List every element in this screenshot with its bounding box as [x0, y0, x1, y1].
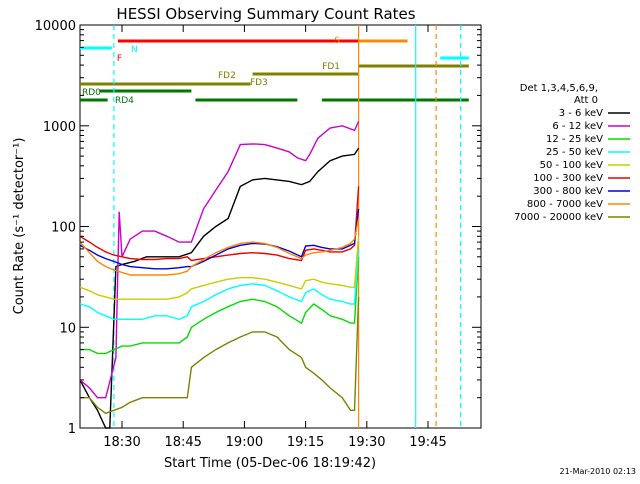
x-axis-label: Start Time (05-Dec-06 18:19:42)	[164, 456, 376, 471]
x-tick-label: 19:45	[409, 435, 446, 450]
legend-label-5: 100 - 300 keV	[533, 173, 603, 184]
flag-label-fd1: FD1	[322, 62, 340, 72]
y-tick-label: 100	[51, 221, 76, 236]
legend-label-2: 12 - 25 keV	[546, 134, 603, 145]
series-line-1	[79, 121, 360, 399]
flag-label-fd2: FD2	[218, 71, 236, 81]
x-tick-label: 19:15	[287, 435, 324, 450]
series-line-0	[79, 147, 360, 429]
legend-label-7: 800 - 7000 keV	[527, 199, 603, 210]
flag-label-s: S	[334, 36, 340, 46]
series-line-4	[79, 236, 360, 300]
series-line-2	[80, 256, 360, 355]
footer-timestamp: 21-Mar-2010 02:13	[560, 467, 637, 476]
legend-label-8: 7000 - 20000 keV	[514, 212, 603, 223]
observing-flags: NF S FD1 FD2 FD3 RD0 RD4	[80, 36, 469, 106]
y-tick-label: 10000	[35, 19, 76, 34]
axis-ticks: 18:30 18:45 19:00 19:15 19:30 19:45 1 10 100 1000…	[35, 19, 481, 450]
y-axis-label: Count Rate (s⁻¹ detector⁻¹)	[12, 138, 27, 315]
flag-label-fd3: FD3	[250, 78, 268, 88]
legend-label-0: 3 - 6 keV	[559, 108, 603, 119]
x-tick-label: 19:30	[348, 435, 385, 450]
legend-label-4: 50 - 100 keV	[540, 160, 604, 171]
legend-title-line: Att 0	[574, 95, 598, 106]
series-line-8	[80, 296, 360, 415]
series-line-5	[79, 186, 360, 262]
series-line-6	[79, 208, 360, 270]
series-line-7	[79, 218, 360, 276]
flag-label-f: F	[117, 54, 122, 64]
x-tick-label: 18:30	[103, 435, 140, 450]
flag-label-rd0: RD0	[82, 88, 101, 98]
x-tick-label: 19:00	[226, 435, 263, 450]
y-tick-label: 1	[68, 422, 76, 437]
legend-label-3: 25 - 50 keV	[546, 147, 603, 158]
flag-label-rd4: RD4	[115, 96, 134, 106]
x-tick-label: 18:45	[164, 435, 201, 450]
y-tick-label: 10	[59, 321, 76, 336]
series-line-3	[79, 248, 360, 321]
y-tick-label: 1000	[43, 120, 76, 135]
flag-label-n: N	[131, 45, 138, 55]
legend-label-1: 6 - 12 keV	[552, 121, 603, 132]
chart-title: HESSI Observing Summary Count Rates	[116, 5, 415, 23]
series-lines	[79, 121, 360, 429]
legend: Det 1,3,4,5,6,9,Att 0 3 - 6 keV 6 - 12 keV…	[514, 83, 630, 223]
legend-label-6: 300 - 800 keV	[533, 186, 603, 197]
vertical-markers	[113, 25, 462, 428]
legend-title-line: Det 1,3,4,5,6,9,	[520, 83, 598, 94]
